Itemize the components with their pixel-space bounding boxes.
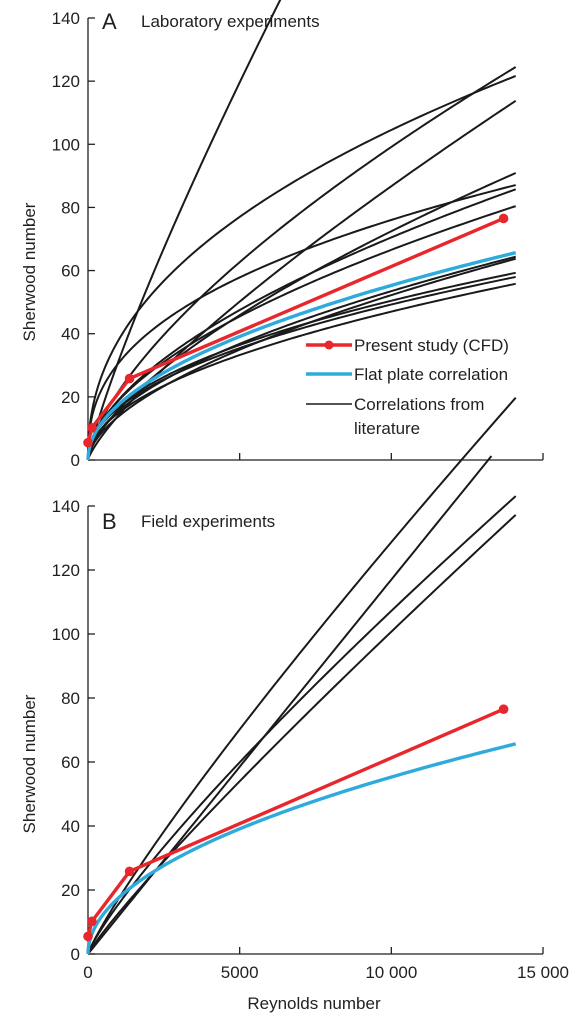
panel-b-field: B Field experiments Sherwood number Reyn… [20, 397, 569, 1013]
panel-a-literature-curve-8 [87, 205, 517, 461]
panel-b-title: Field experiments [141, 512, 275, 531]
panel-b-axes: 0 20 40 60 80 100 120 140 0 5000 10 000 15 000 [52, 497, 569, 982]
legend-literature-label-line1: Correlations from [354, 395, 484, 414]
panel-a-present-study-line [86, 216, 505, 444]
panel-a-laboratory: A Laboratory experiments Sherwood number… [20, 0, 544, 470]
panel-b-present-study-line [86, 707, 505, 937]
panel-a-y-tick-label: 60 [61, 262, 80, 281]
panel-b-present-study-point [498, 704, 509, 714]
panel-b-y-tick-label: 140 [52, 497, 80, 516]
panel-a-literature-curve-13 [87, 275, 516, 461]
panel-a-y-tick-label: 100 [52, 135, 80, 154]
panel-b-literature-curve-2 [87, 397, 517, 955]
panel-b-y-tick-label: 100 [52, 625, 80, 644]
panel-a-letter: A [102, 9, 117, 34]
panel-b-y-tick-label: 60 [61, 753, 80, 772]
panel-b-y-tick-label: 40 [61, 817, 80, 836]
panel-a-literature-curve-7 [87, 172, 517, 461]
panel-b-x-tick-label: 15 000 [517, 963, 569, 982]
panel-b-flat-plate-curve [86, 742, 517, 955]
panel-a-literature-curve-9 [87, 257, 516, 461]
panel-b-literature-curve-3 [87, 514, 517, 955]
panel-a-present-study-point [87, 422, 97, 433]
legend-present-study-marker [324, 340, 334, 350]
panel-b-series [83, 397, 517, 955]
legend-present-study-label: Present study (CFD) [354, 336, 509, 355]
panel-a-present-study-point [124, 373, 135, 384]
panel-b-y-tick-label: 0 [71, 945, 80, 964]
panel-a-literature-curve-1 [87, 0, 282, 461]
panel-a-y-tick-label: 140 [52, 9, 80, 28]
legend-flat-plate-label: Flat plate correlation [354, 365, 508, 384]
panel-b-letter: B [102, 509, 117, 534]
panel-b-x-axis-title: Reynolds number [247, 994, 381, 1013]
panel-a-literature-curve-5 [87, 184, 516, 461]
panel-b-y-tick-label: 80 [61, 689, 80, 708]
panel-a-present-study-point [83, 437, 93, 448]
panel-b-x-tick-label: 0 [83, 963, 92, 982]
panel-b-present-study-point [124, 866, 135, 877]
panel-a-literature-curve-11 [87, 282, 516, 461]
panel-b-y-tick-label: 20 [61, 881, 80, 900]
panel-b-x-tick-label: 10 000 [365, 963, 417, 982]
panel-b-x-tick-label: 5000 [221, 963, 259, 982]
panel-a-literature-curve-2 [87, 75, 517, 461]
panel-b-y-tick-label: 120 [52, 561, 80, 580]
panel-a-flat-plate-curve [86, 251, 517, 461]
panel-a-legend: Present study (CFD) Flat plate correlati… [306, 336, 509, 438]
panel-a-y-tick-label: 40 [61, 325, 80, 344]
legend-literature-label-line2: literature [354, 419, 420, 438]
panel-a-y-tick-label: 0 [71, 451, 80, 470]
panel-a-y-axis-title: Sherwood number [20, 202, 39, 341]
panel-a-y-tick-label: 120 [52, 72, 80, 91]
panel-a-title: Laboratory experiments [141, 12, 320, 31]
panel-a-y-tick-label: 20 [61, 388, 80, 407]
panel-a-y-tick-label: 80 [61, 198, 80, 217]
panel-b-present-study-point [83, 931, 93, 942]
panel-b-literature-curve-1 [87, 455, 493, 955]
panel-b-y-axis-title: Sherwood number [20, 694, 39, 833]
panel-b-present-study-point [87, 916, 97, 927]
panel-a-present-study-point [498, 213, 509, 224]
panel-b-literature-curve-4 [87, 495, 517, 955]
panel-a-series [83, 0, 517, 461]
